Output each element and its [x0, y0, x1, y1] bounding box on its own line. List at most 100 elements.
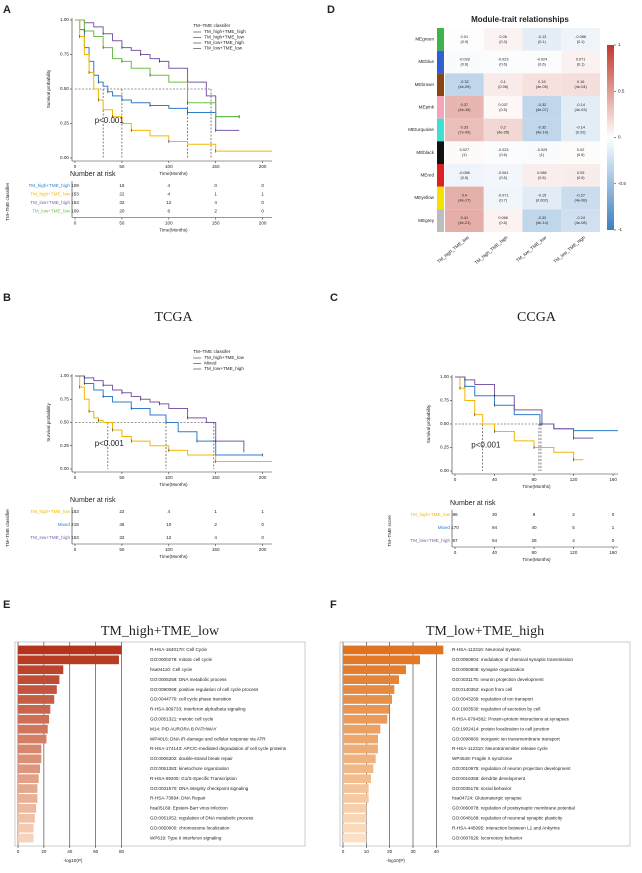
y-tick-label: 0.25: [440, 445, 449, 450]
heat-cell: [522, 209, 562, 232]
row-label: MEred: [420, 173, 434, 178]
row-label: MEpink: [419, 105, 435, 110]
bar-label: GO:0048168: regulation of neuronal synap…: [452, 815, 563, 820]
heat-cell: [445, 209, 484, 232]
risk-row-label: TM_high+TME_low: [30, 509, 70, 514]
bar: [18, 734, 47, 744]
module-color: [437, 164, 444, 187]
column-label: TM_low_TME_low: [515, 234, 548, 263]
row-label: MEbrown: [415, 82, 435, 87]
cell-value: -0.061: [498, 171, 509, 175]
bar: [343, 774, 371, 783]
colorbar-tick-label: 0.5: [618, 88, 625, 93]
heat-cell: [483, 50, 523, 74]
bar-label: GO:0000278: mitotic cell cycle: [150, 657, 212, 662]
heat-cell: [483, 118, 523, 142]
risk-x-tick-label: 0: [74, 221, 77, 226]
x-axis-label: -log10(P): [386, 858, 405, 863]
module-color: [437, 118, 444, 142]
cell-value: -0.32: [460, 80, 469, 84]
risk-count: 4: [168, 192, 171, 197]
risk-count: 153: [71, 192, 79, 197]
module-color: [437, 28, 444, 51]
bar-label: WP4549: Fragile X syndrome: [452, 756, 512, 761]
bar-label: WP4016: DNA IR-damage and cellular respo…: [150, 736, 266, 741]
risk-count: 1: [261, 192, 264, 197]
survival-curve: [455, 376, 618, 432]
x-tick-label: 40: [67, 849, 73, 854]
heat-cell: [522, 118, 562, 142]
chart-title: TCGA: [154, 310, 193, 325]
risk-x-tick-label: 120: [570, 550, 578, 555]
cell-p: (0.6): [538, 63, 547, 67]
cell-p: (4e-08): [575, 221, 588, 225]
heat-cell: [445, 73, 484, 96]
bar: [18, 754, 42, 764]
y-tick-label: 1.00: [440, 374, 449, 379]
bar-label: R-HSA-6794362: Protein-protein interacti…: [452, 716, 570, 721]
bar-label: hsa05169: Epstein-Barr virus infection: [150, 806, 228, 811]
risk-title: Number at risk: [70, 171, 116, 178]
cell-value: -0.14: [576, 103, 585, 107]
cell-p: (1): [540, 153, 545, 157]
bar-label: GO:0050808: synapse organization: [452, 667, 525, 672]
bar: [343, 794, 369, 803]
legend-entry: TM_low+TME_high: [204, 366, 244, 371]
bar-label: R-HSA-1640170: Cell Cycle: [150, 647, 207, 652]
row-label: MEgreen: [415, 37, 434, 42]
colorbar-tick-label: 1: [618, 42, 621, 47]
bar: [18, 655, 119, 665]
bar-label: GO:0006259: DNA metabolic process: [150, 677, 227, 682]
x-tick-label: 60: [93, 849, 99, 854]
p-value: p<0.001: [471, 441, 501, 450]
risk-y-label: TM−TME classifier: [5, 508, 10, 547]
y-tick-label: 0.50: [440, 421, 449, 426]
bar: [18, 714, 50, 724]
y-tick-label: 0.00: [60, 466, 69, 471]
bar: [343, 823, 367, 833]
panel-letter: D: [327, 4, 335, 16]
chart-title: TM_high+TME_low: [101, 624, 220, 639]
risk-count: 5: [572, 525, 575, 530]
colorbar-tick-label: 0: [618, 135, 621, 140]
cell-p: (0.5): [577, 176, 586, 180]
cell-value: -0.27: [576, 194, 585, 198]
risk-count: 4: [168, 509, 171, 514]
y-tick-label: 0.50: [60, 86, 69, 91]
heat-cell: [522, 186, 562, 210]
risk-count: 170: [451, 525, 459, 530]
bar-label: GO:0031175: neuron projection developmen…: [452, 677, 544, 682]
risk-row-label: Mixed: [58, 522, 71, 527]
bar-label: WP619: Type II interferon signaling: [150, 835, 222, 840]
x-axis-label: Time(Months): [522, 484, 551, 489]
x-tick-label: 0: [454, 477, 457, 482]
bar-label: GO:0043269: regulation of ion transport: [452, 697, 534, 702]
bar-label: hsa04724: Glutamatergic synapse: [452, 796, 522, 801]
bar: [343, 744, 378, 754]
risk-x-tick-label: 200: [259, 547, 267, 552]
heat-cell: [522, 164, 562, 187]
risk-count: 8: [533, 512, 536, 517]
column-label: TM_high_TME_low: [436, 234, 470, 264]
cell-p: (4e-05): [536, 85, 549, 89]
x-tick-label: 150: [212, 164, 220, 169]
panel-letter: B: [3, 292, 11, 304]
cell-value: 0.4: [462, 194, 467, 198]
risk-y-label: TM−TME score: [387, 515, 392, 547]
heat-cell: [445, 186, 484, 210]
bar: [18, 675, 60, 684]
row-label: MEyellow: [414, 195, 434, 200]
bar: [18, 645, 122, 655]
risk-row-label: TM_low+TME_high: [30, 200, 70, 205]
heat-cell: [483, 209, 523, 232]
heat-cell: [522, 141, 562, 164]
module-color: [437, 209, 444, 232]
x-tick-label: 20: [41, 849, 47, 854]
cell-value: 0.33: [461, 126, 468, 130]
risk-count: 87: [452, 538, 458, 543]
cell-p: (0.1): [538, 40, 547, 44]
row-label: MEblue: [418, 59, 434, 64]
survival-curve: [75, 19, 240, 118]
plot-frame: [339, 641, 631, 847]
risk-row-label: TM_high+TME_high: [29, 183, 71, 188]
